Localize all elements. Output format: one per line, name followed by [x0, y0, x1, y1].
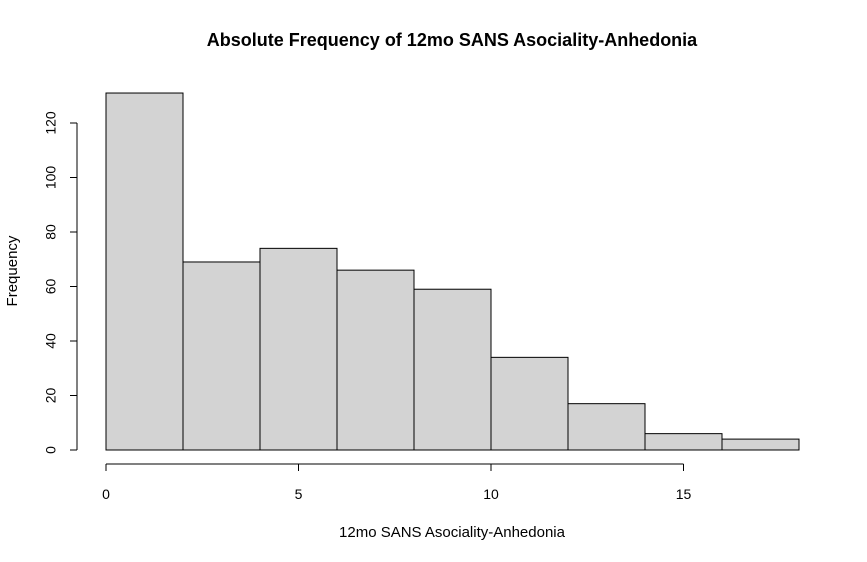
histogram-bar-1 — [182, 261, 261, 451]
x-tick-label: 15 — [676, 486, 692, 502]
bars-group — [105, 92, 800, 451]
x-tick-label: 5 — [295, 486, 303, 502]
histogram-bar-7 — [644, 433, 723, 451]
y-axis: 0 20 40 60 80 100 120 — [43, 111, 78, 454]
y-tick-label: 40 — [43, 333, 59, 349]
x-axis: 0 5 10 15 — [102, 463, 692, 502]
y-tick-label: 20 — [43, 388, 59, 404]
histogram-bar-2 — [259, 247, 338, 451]
histogram-bar-6 — [567, 403, 646, 451]
y-tick-label: 100 — [43, 166, 59, 190]
y-tick-label: 60 — [43, 279, 59, 295]
chart-title: Absolute Frequency of 12mo SANS Asociali… — [207, 30, 698, 50]
y-axis-label: Frequency — [4, 235, 21, 306]
histogram-bar-3 — [336, 269, 415, 451]
y-tick-label: 120 — [43, 111, 59, 135]
histogram-bar-8 — [721, 438, 800, 451]
histogram-bar-5 — [490, 356, 569, 451]
y-tick-label: 80 — [43, 224, 59, 240]
x-tick-label: 0 — [102, 486, 110, 502]
x-axis-label: 12mo SANS Asociality-Anhedonia — [339, 524, 566, 541]
y-tick-label: 0 — [43, 446, 59, 454]
x-tick-label: 10 — [483, 486, 499, 502]
histogram-bar-4 — [413, 288, 492, 451]
histogram-bar-0 — [105, 92, 184, 451]
